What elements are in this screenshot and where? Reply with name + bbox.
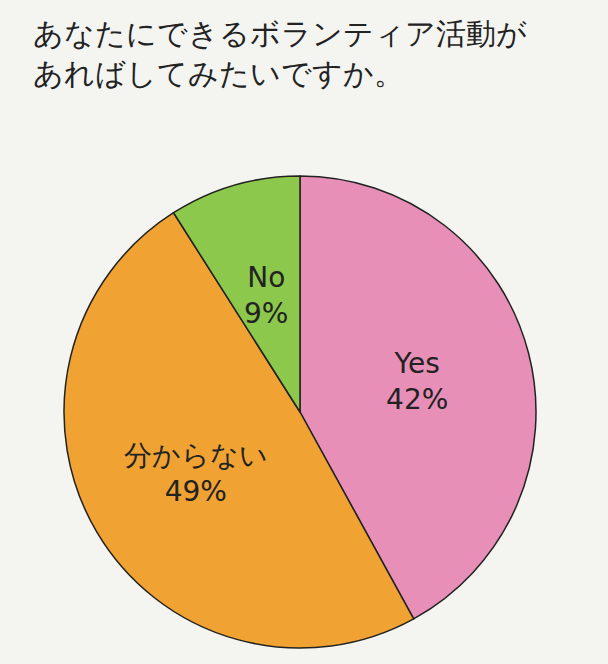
- svg-text:9%: 9%: [244, 297, 288, 330]
- svg-text:49%: 49%: [165, 475, 227, 508]
- svg-text:No: No: [247, 261, 285, 294]
- svg-text:42%: 42%: [386, 383, 448, 416]
- svg-text:あなたにできるボランティア活動が: あなたにできるボランティア活動が: [33, 16, 527, 51]
- svg-text:分からない: 分からない: [124, 439, 268, 472]
- svg-text:あればしてみたいですか。: あればしてみたいですか。: [33, 56, 404, 91]
- svg-text:Yes: Yes: [394, 347, 440, 380]
